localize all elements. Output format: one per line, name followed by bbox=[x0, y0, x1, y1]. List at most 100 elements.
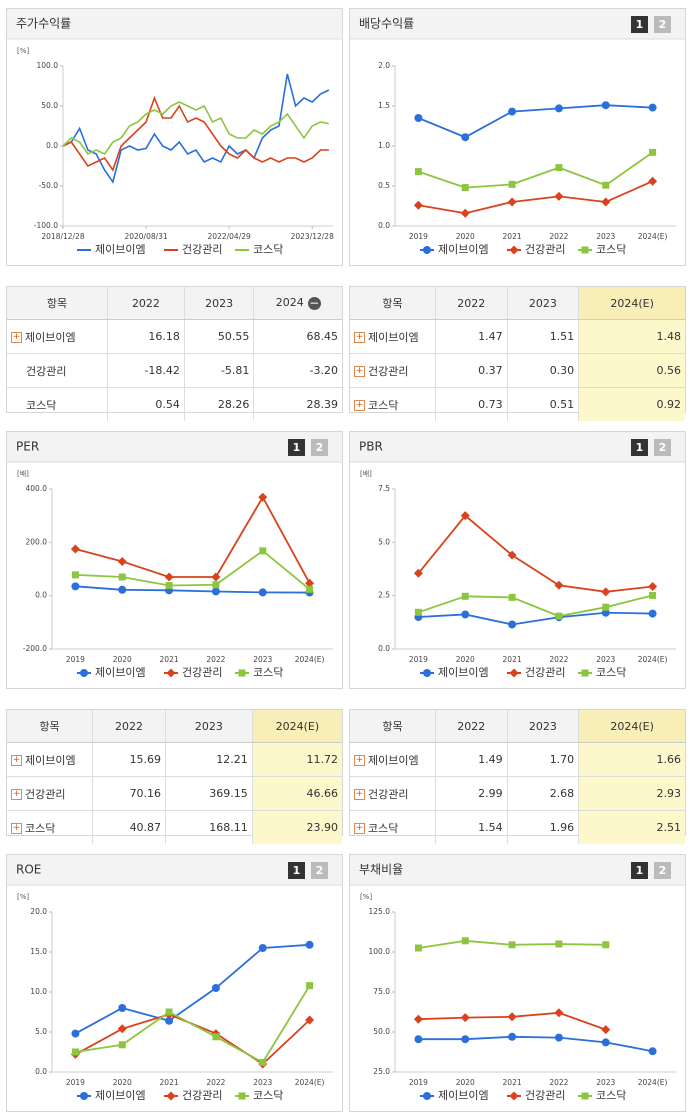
value-cell: 369.15 bbox=[165, 776, 253, 811]
marker bbox=[461, 937, 469, 945]
page-button[interactable] bbox=[631, 862, 648, 879]
x-tick-label: 2020 bbox=[456, 1078, 475, 1087]
y-tick-label: 0.0 bbox=[35, 1067, 47, 1076]
expand-icon[interactable]: + bbox=[11, 332, 22, 343]
page-button[interactable] bbox=[654, 439, 671, 456]
collapse-icon[interactable]: − bbox=[307, 295, 321, 310]
x-tick-label: 2020 bbox=[456, 232, 475, 241]
x-tick-label: 2020 bbox=[456, 655, 475, 664]
page-button-label[interactable]: 2 bbox=[316, 441, 324, 454]
marker bbox=[554, 104, 563, 113]
header-bg bbox=[7, 9, 342, 39]
marker bbox=[508, 180, 516, 188]
value-cell: 11.72 bbox=[251, 742, 342, 777]
column-header: 2024− bbox=[253, 287, 342, 320]
page-button[interactable] bbox=[654, 862, 671, 879]
expand-icon[interactable]: + bbox=[354, 366, 365, 377]
legend-label: 코스닥 bbox=[596, 243, 626, 256]
header-row: 항목 2022 2023 2024(E) bbox=[7, 710, 342, 743]
page-button[interactable] bbox=[311, 439, 328, 456]
marker bbox=[70, 544, 80, 554]
value-cell: 0.73 bbox=[435, 387, 508, 421]
header-bg bbox=[350, 9, 685, 39]
marker bbox=[414, 114, 423, 122]
marker bbox=[258, 588, 267, 597]
expand-icon[interactable]: + bbox=[11, 823, 22, 834]
page-button-label[interactable]: 1 bbox=[293, 441, 301, 454]
column-header: 2022 bbox=[91, 710, 166, 743]
legend-label: 제이브이엠 bbox=[438, 243, 489, 256]
expand-icon[interactable]: + bbox=[354, 789, 365, 800]
marker bbox=[648, 581, 658, 591]
value-cell: 1.70 bbox=[506, 742, 579, 777]
legend-marker bbox=[423, 1092, 431, 1100]
y-tick-label: 125.0 bbox=[369, 907, 391, 916]
chart-title: PBR bbox=[359, 440, 383, 454]
expand-icon[interactable]: + bbox=[354, 823, 365, 834]
marker bbox=[258, 492, 268, 502]
y-tick-label: 50.0 bbox=[373, 1027, 390, 1036]
series-line bbox=[62, 73, 330, 184]
value-cell: -5.81 bbox=[183, 353, 254, 388]
header-text: 항목 bbox=[382, 297, 403, 310]
x-tick-label: 2023 bbox=[596, 1078, 615, 1087]
x-tick-label: 2020 bbox=[113, 1078, 132, 1087]
marker bbox=[414, 168, 422, 176]
marker bbox=[601, 1038, 610, 1047]
marker bbox=[118, 1004, 127, 1012]
row-name: 코스닥 bbox=[368, 398, 399, 412]
page-button-label[interactable]: 1 bbox=[636, 864, 644, 877]
page-button[interactable] bbox=[311, 862, 328, 879]
expand-icon[interactable]: + bbox=[11, 789, 22, 800]
marker bbox=[71, 582, 80, 591]
unit-label: [%] bbox=[360, 893, 372, 901]
y-tick-label: 50.0 bbox=[41, 101, 58, 110]
x-tick-label: 2024(E) bbox=[295, 655, 325, 664]
table-panel: 항목 2022 2023 2024(E) + 제이브이엠 1.49 1.70 1.66 + 건강관리… bbox=[349, 709, 686, 844]
series-line bbox=[75, 585, 310, 594]
marker bbox=[648, 176, 658, 186]
page-button-label[interactable]: 2 bbox=[316, 864, 324, 877]
chart-panel: 배당수익률 1 2 2.0 1.5 1.0 0.5 0.0 2019 2020 2021 2022 20… bbox=[349, 8, 686, 266]
legend-marker bbox=[238, 1092, 246, 1100]
x-tick-label: 2019 bbox=[66, 1078, 85, 1087]
marker bbox=[460, 1013, 470, 1023]
page-button[interactable] bbox=[631, 439, 648, 456]
chart-panel: PER 1 2 [배] 400.0 200.0 0.0 -200.0 2019 2020 2021 2… bbox=[6, 431, 343, 689]
page-button-label[interactable]: 2 bbox=[659, 18, 667, 31]
x-tick-label: 2021 bbox=[160, 1078, 179, 1087]
table-row: + 제이브이엠 1.47 1.51 1.48 bbox=[350, 319, 685, 354]
row-name-cell: + 제이브이엠 bbox=[7, 319, 108, 354]
data-table: 항목 2022 2023 2024(E) + 제이브이엠 15.69 12.21 11.72 + 건… bbox=[7, 710, 342, 844]
page-button[interactable] bbox=[654, 16, 671, 33]
page-button[interactable] bbox=[288, 862, 305, 879]
page-button[interactable] bbox=[288, 439, 305, 456]
page-button-label[interactable]: 2 bbox=[659, 441, 667, 454]
marker bbox=[602, 941, 610, 949]
page-button-label[interactable]: 1 bbox=[293, 864, 301, 877]
value-cell: 0.51 bbox=[506, 387, 579, 421]
legend-marker bbox=[423, 246, 431, 254]
marker bbox=[71, 1048, 79, 1056]
value-cell: 0.37 bbox=[435, 353, 508, 388]
page-button-label[interactable]: 2 bbox=[659, 864, 667, 877]
legend-marker bbox=[581, 669, 589, 677]
x-tick-label: 2023/12/28 bbox=[291, 232, 334, 241]
expand-icon[interactable]: + bbox=[354, 755, 365, 766]
page-button-label[interactable]: 1 bbox=[636, 18, 644, 31]
expand-icon[interactable]: + bbox=[354, 400, 365, 411]
x-tick-label: 2021 bbox=[503, 655, 522, 664]
legend-label: 건강관리 bbox=[182, 243, 222, 256]
column-header: 2024(E) bbox=[251, 710, 342, 743]
column-header: 항목 bbox=[7, 710, 93, 743]
marker bbox=[305, 940, 314, 949]
marker bbox=[165, 1016, 174, 1025]
expand-icon[interactable]: + bbox=[354, 332, 365, 343]
table-row: + 코스닥 40.87 168.11 23.90 bbox=[7, 810, 342, 844]
page-button[interactable] bbox=[631, 16, 648, 33]
x-tick-label: 2024(E) bbox=[638, 232, 668, 241]
expand-icon[interactable]: + bbox=[11, 755, 22, 766]
value-cell: 2.99 bbox=[435, 776, 508, 811]
page-button-label[interactable]: 1 bbox=[636, 441, 644, 454]
value-cell: 0.56 bbox=[578, 353, 685, 388]
